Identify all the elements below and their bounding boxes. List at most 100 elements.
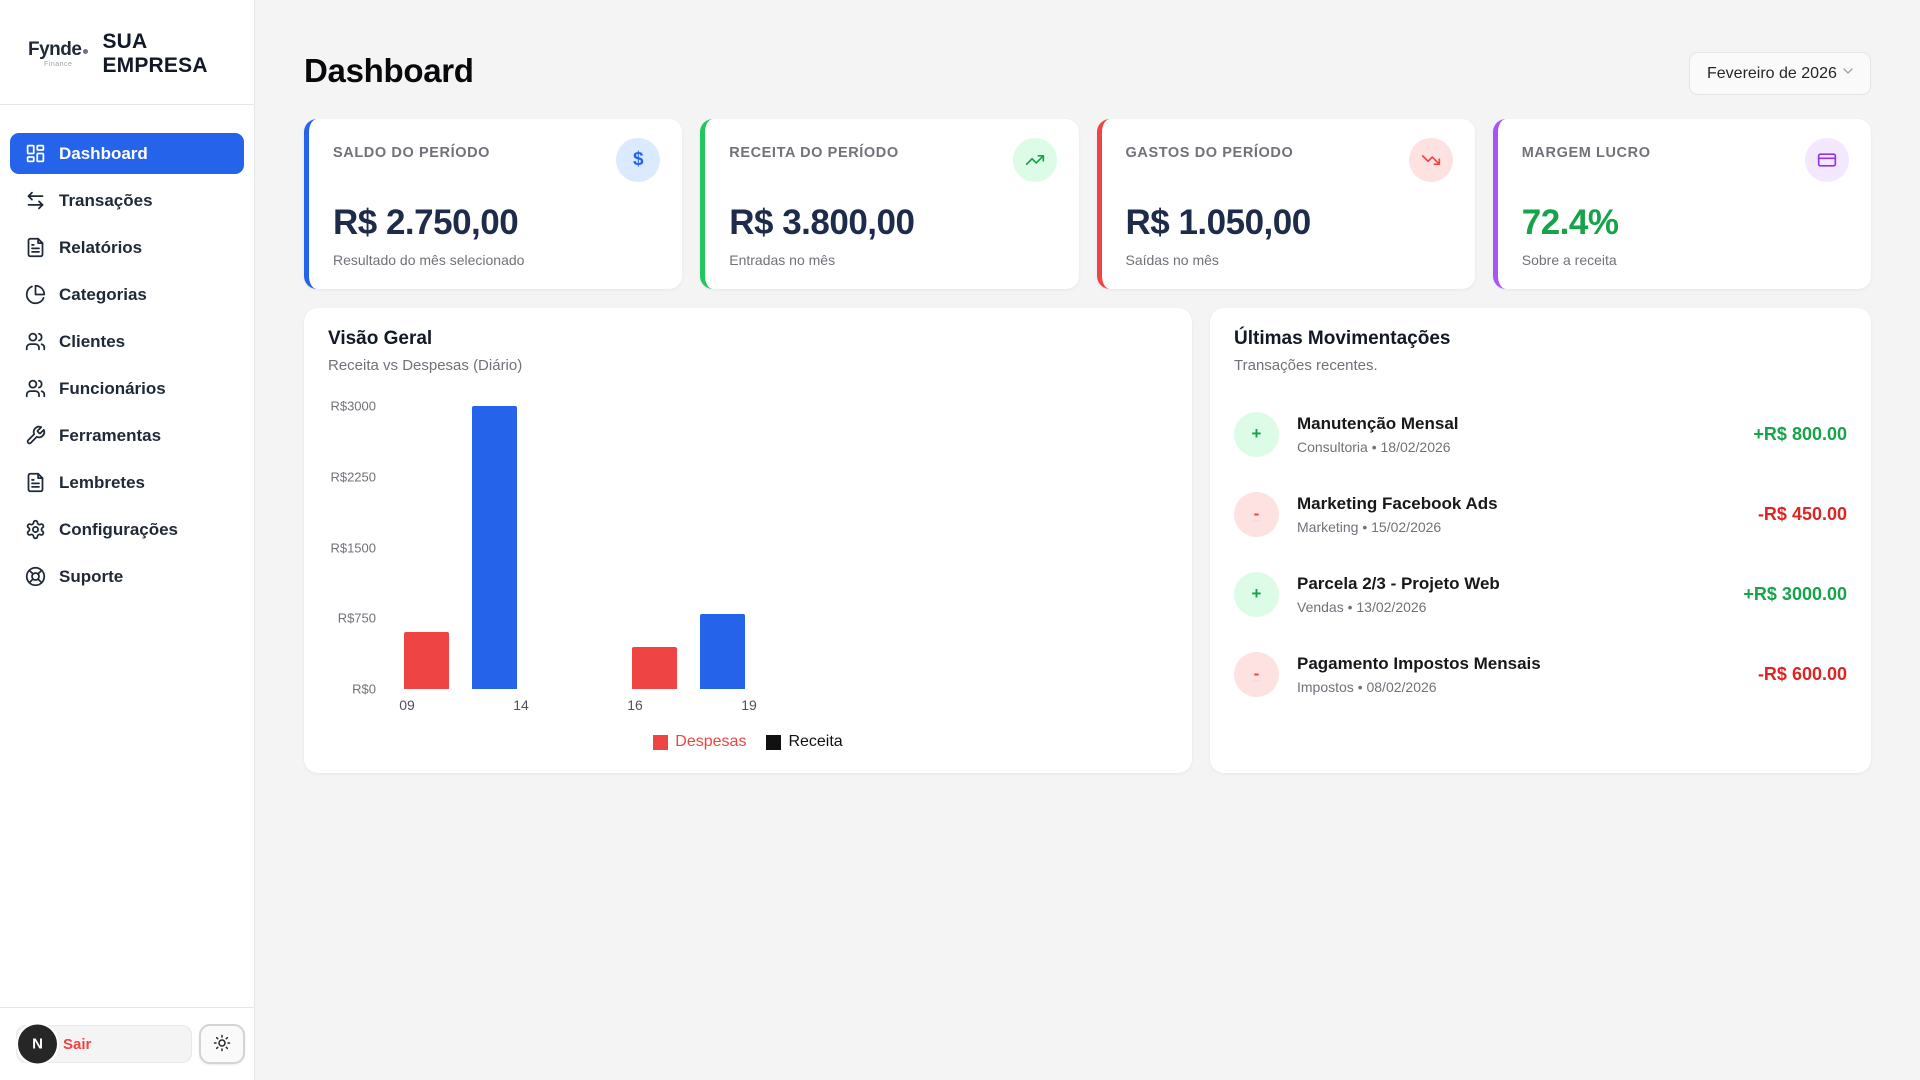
- legend-label: Receita: [788, 733, 843, 750]
- bar-receita-14: [472, 406, 517, 689]
- sidebar-item-label: Ferramentas: [59, 425, 162, 445]
- users-icon: [25, 378, 46, 399]
- sidebar-item-funcionarios[interactable]: Funcionários: [10, 368, 244, 409]
- stat-card-gastos-do-periodo: GASTOS DO PERÍODO R$ 1.050,00 Saídas no …: [1096, 119, 1475, 289]
- sidebar-item-clientes[interactable]: Clientes: [10, 321, 244, 362]
- legend-item-despesas: Despesas: [653, 733, 746, 751]
- sidebar-item-label: Dashboard: [59, 143, 148, 163]
- stat-card-value: R$ 1.050,00: [1125, 203, 1312, 242]
- chart-plot-area: 09 14 16 19: [350, 406, 806, 713]
- transaction-row[interactable]: - Marketing Facebook Ads Marketing • 15/…: [1234, 474, 1847, 554]
- bar-receita-19: [700, 613, 745, 689]
- sidebar-item-suporte[interactable]: Suporte: [10, 556, 244, 597]
- sidebar-item-dashboard[interactable]: Dashboard: [10, 133, 244, 174]
- transactions-title: Últimas Movimentações: [1234, 328, 1451, 349]
- transaction-amount: -R$ 450.00: [1757, 503, 1847, 524]
- sidebar-item-label: Clientes: [59, 331, 126, 351]
- transaction-row[interactable]: + Manutenção Mensal Consultoria • 18/02/…: [1234, 394, 1847, 474]
- transaction-amount: +R$ 800.00: [1753, 423, 1847, 444]
- file-text-icon: [25, 472, 46, 493]
- y-axis-tick: R$1500: [330, 540, 376, 555]
- avatar[interactable]: N: [18, 1024, 57, 1064]
- trending-down-icon: [1408, 138, 1453, 182]
- transactions-card: Últimas Movimentações Transações recente…: [1210, 308, 1871, 773]
- file-text-icon: [25, 237, 46, 258]
- stat-card-label: MARGEM LUCRO: [1521, 145, 1651, 161]
- bar-chart: R$3000 R$2250 R$1500 R$750 R$0 09 14 16 19: [328, 399, 1168, 714]
- legend-swatch-icon: [766, 734, 782, 750]
- x-axis-label: 14: [513, 697, 529, 713]
- sidebar-item-label: Transações: [59, 190, 153, 210]
- transaction-meta: Vendas • 13/02/2026: [1297, 598, 1427, 615]
- pie-chart-icon: [25, 284, 46, 305]
- x-axis-label: 16: [627, 697, 643, 713]
- stat-card-value: R$ 2.750,00: [333, 203, 519, 242]
- stat-card-subtitle: Entradas no mês: [729, 252, 836, 268]
- sidebar-item-relatorios[interactable]: Relatórios: [10, 227, 244, 268]
- settings-icon: [25, 519, 46, 540]
- stat-card-subtitle: Saídas no mês: [1125, 252, 1219, 268]
- sidebar-item-configuracoes[interactable]: Configurações: [10, 509, 244, 550]
- period-select[interactable]: Fevereiro de 2026: [1689, 52, 1871, 95]
- transaction-row[interactable]: + Parcela 2/3 - Projeto Web Vendas • 13/…: [1234, 554, 1847, 634]
- logo-dot-icon: [83, 49, 89, 54]
- legend-swatch-icon: [653, 734, 669, 750]
- life-buoy-icon: [25, 566, 46, 587]
- chevron-down-icon: [1840, 63, 1856, 84]
- x-axis-label: 19: [741, 697, 757, 713]
- company-name: SUA EMPRESA: [102, 30, 208, 77]
- stat-card-receita-do-periodo: RECEITA DO PERÍODO R$ 3.800,00 Entradas …: [700, 119, 1079, 289]
- chart-slot-19: 19: [692, 406, 806, 713]
- sidebar-item-label: Relatórios: [59, 237, 143, 257]
- y-axis-tick: R$750: [337, 610, 376, 626]
- sun-icon: [213, 1034, 231, 1055]
- brand: Fynde Finance SUA EMPRESA: [0, 0, 254, 104]
- stat-card-label: GASTOS DO PERÍODO: [1125, 145, 1294, 161]
- sidebar: Fynde Finance SUA EMPRESA Dashboard Tran…: [0, 0, 255, 1080]
- stat-card-saldo-do-periodo: SALDO DO PERÍODO $ R$ 2.750,00 Resultado…: [304, 119, 683, 289]
- users-icon: [25, 331, 46, 352]
- sidebar-item-lembretes[interactable]: Lembretes: [10, 462, 244, 503]
- sidebar-item-transacoes[interactable]: Transações: [10, 180, 244, 221]
- sidebar-item-categorias[interactable]: Categorias: [10, 274, 244, 315]
- sidebar-item-label: Lembretes: [59, 472, 145, 492]
- sidebar-item-ferramentas[interactable]: Ferramentas: [10, 415, 244, 456]
- logo-text: Fynde: [28, 39, 82, 60]
- main-content: Dashboard Fevereiro de 2026 SALDO DO PER…: [255, 0, 1920, 773]
- x-axis-label: 09: [399, 697, 415, 713]
- overview-chart-card: Visão Geral Receita vs Despesas (Diário)…: [304, 308, 1192, 773]
- arrow-right-left-icon: [25, 190, 46, 211]
- theme-toggle-button[interactable]: [199, 1024, 245, 1064]
- stat-card-value: 72.4%: [1521, 203, 1619, 242]
- stat-card-label: SALDO DO PERÍODO: [333, 145, 491, 161]
- chart-subtitle: Receita vs Despesas (Diário): [328, 357, 523, 374]
- transaction-meta: Consultoria • 18/02/2026: [1297, 438, 1451, 455]
- dollar-sign-icon: $: [616, 138, 661, 182]
- sidebar-divider: [0, 104, 254, 105]
- stat-card-label: RECEITA DO PERÍODO: [729, 145, 899, 161]
- logo-subtext: Finance: [44, 61, 73, 68]
- chart-legend: Despesas Receita: [328, 733, 1168, 751]
- y-axis-tick: R$3000: [330, 398, 376, 414]
- stat-card-value: R$ 3.800,00: [729, 203, 915, 242]
- fynde-logo: Fynde Finance: [28, 39, 89, 68]
- transaction-meta: Marketing • 15/02/2026: [1297, 518, 1442, 535]
- transaction-title: Manutenção Mensal: [1297, 413, 1459, 433]
- minus-icon: -: [1234, 651, 1279, 697]
- y-axis-tick: R$2250: [330, 469, 376, 485]
- transaction-row[interactable]: - Pagamento Impostos Mensais Impostos • …: [1234, 634, 1847, 714]
- stat-cards-row: SALDO DO PERÍODO $ R$ 2.750,00 Resultado…: [304, 119, 1871, 289]
- stat-card-subtitle: Resultado do mês selecionado: [333, 252, 525, 268]
- transaction-amount: +R$ 3000.00: [1743, 583, 1847, 604]
- wrench-icon: [25, 425, 46, 446]
- stat-card-margem-lucro: MARGEM LUCRO 72.4% Sobre a receita: [1492, 119, 1871, 289]
- chart-slot-16: 16: [578, 406, 692, 713]
- sidebar-nav: Dashboard Transações Relatórios Categori…: [0, 105, 254, 625]
- period-select-value: Fevereiro de 2026: [1707, 64, 1837, 82]
- layout-dashboard-icon: [25, 143, 46, 164]
- plus-icon: +: [1234, 571, 1279, 617]
- transaction-title: Pagamento Impostos Mensais: [1297, 653, 1541, 673]
- chart-slot-09: 09: [350, 406, 464, 713]
- transaction-meta: Impostos • 08/02/2026: [1297, 678, 1437, 695]
- y-axis-tick: R$0: [352, 681, 376, 697]
